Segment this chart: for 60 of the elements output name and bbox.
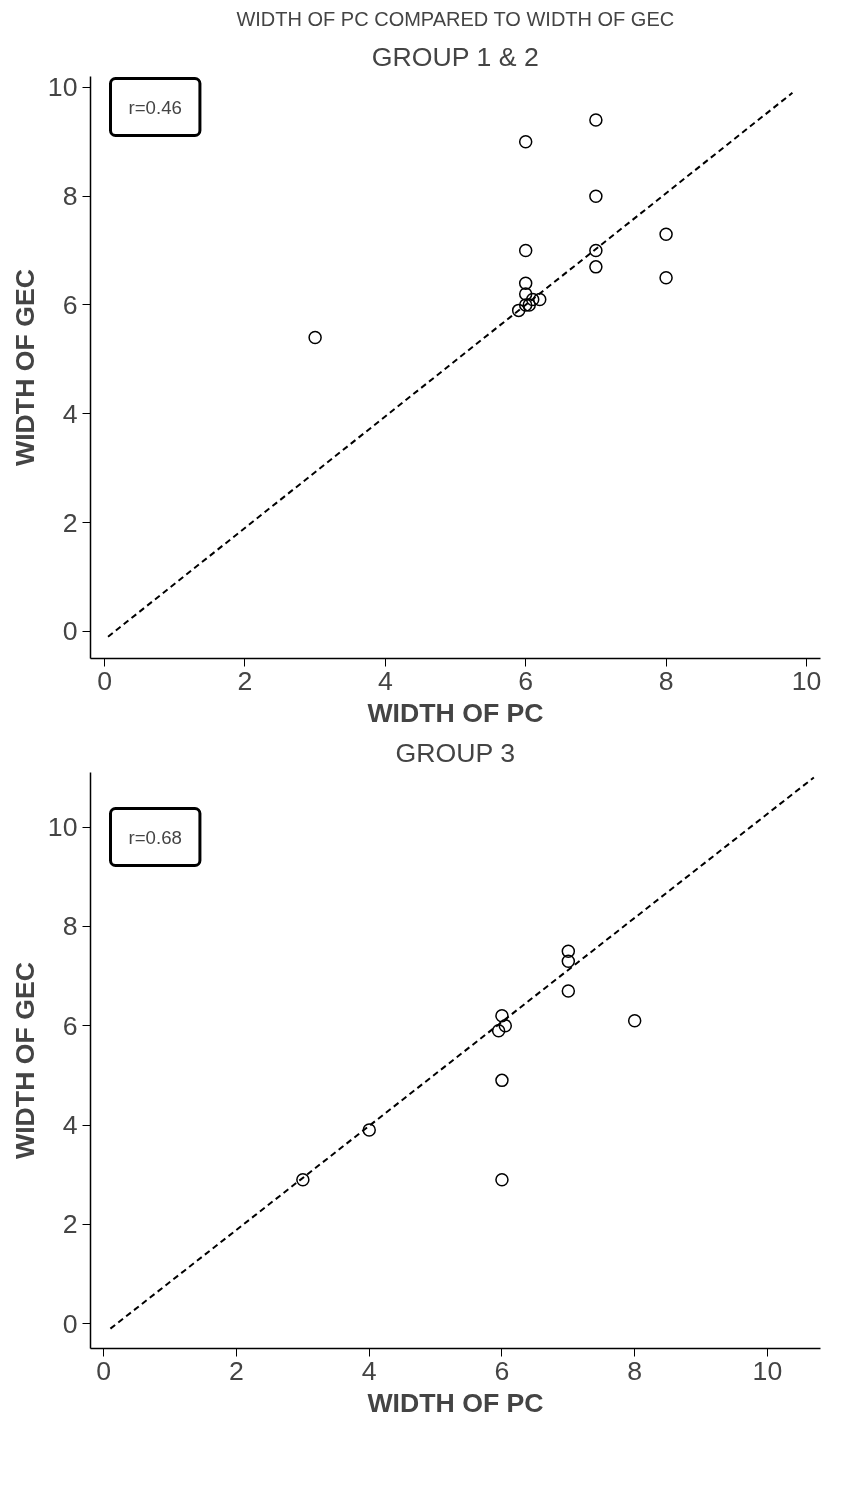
point	[659, 227, 673, 241]
y-axis-title: WIDTH OF GEC	[9, 269, 40, 466]
point	[561, 954, 576, 968]
point	[495, 1073, 509, 1088]
x-tick-label: 8	[658, 665, 674, 696]
point	[518, 135, 533, 149]
point	[518, 298, 533, 312]
x-tick-label: 2	[237, 665, 253, 696]
point	[589, 260, 603, 274]
point	[589, 243, 603, 258]
y-tick-label: 10	[47, 812, 78, 843]
point	[522, 298, 536, 312]
point	[518, 276, 533, 290]
y-axis-title: WIDTH OF GEC	[9, 962, 40, 1159]
chart-title: GROUP 3	[395, 737, 516, 768]
y-tick-label: 8	[62, 911, 78, 942]
point	[308, 330, 322, 345]
y-tick-label: 6	[62, 1010, 78, 1041]
y-tick-label: 4	[62, 398, 78, 429]
annotation: r=0.46	[128, 96, 182, 118]
point	[362, 1123, 376, 1137]
y-tick-label: 6	[62, 289, 78, 320]
point	[495, 1009, 509, 1023]
point	[498, 1019, 513, 1033]
x-tick-label: 6	[518, 665, 534, 696]
x-tick-label: 4	[361, 1355, 377, 1386]
x-tick-label: 4	[377, 665, 393, 696]
x-tick-label: 8	[627, 1355, 643, 1386]
point	[561, 984, 576, 998]
x-tick-label: 0	[97, 665, 112, 696]
point	[518, 243, 533, 258]
point	[532, 292, 547, 307]
chart-title: WIDTH OF PC COMPARED TO WIDTH OF GEC	[236, 7, 675, 30]
y-tick-label: 10	[47, 72, 78, 103]
point	[491, 1023, 506, 1038]
x-axis-title: WIDTH OF PC	[367, 697, 544, 728]
x-tick-label: 0	[96, 1355, 112, 1386]
chart-subtitle: GROUP 1 & 2	[371, 41, 539, 72]
x-tick-label: 2	[229, 1355, 244, 1386]
point	[659, 271, 673, 285]
x-tick-label: 10	[791, 665, 822, 696]
annotation: r=0.68	[128, 826, 182, 848]
point	[589, 189, 603, 203]
y-tick-label: 8	[62, 181, 78, 212]
x-tick-label: 10	[752, 1355, 783, 1386]
point	[518, 287, 533, 301]
y-tick-label: 2	[62, 1209, 78, 1240]
x-tick-label: 6	[494, 1355, 510, 1386]
y-tick-label: 4	[62, 1110, 78, 1141]
x-axis-title: WIDTH OF PC	[367, 1387, 544, 1418]
point	[296, 1172, 310, 1187]
point	[561, 944, 576, 958]
y-tick-label: 2	[62, 507, 78, 538]
y-tick-label: 0	[62, 1308, 78, 1339]
y-tick-label: 0	[62, 616, 78, 647]
point	[525, 292, 540, 307]
point	[511, 303, 526, 318]
point	[589, 113, 603, 127]
point	[627, 1014, 642, 1028]
point	[495, 1172, 509, 1187]
